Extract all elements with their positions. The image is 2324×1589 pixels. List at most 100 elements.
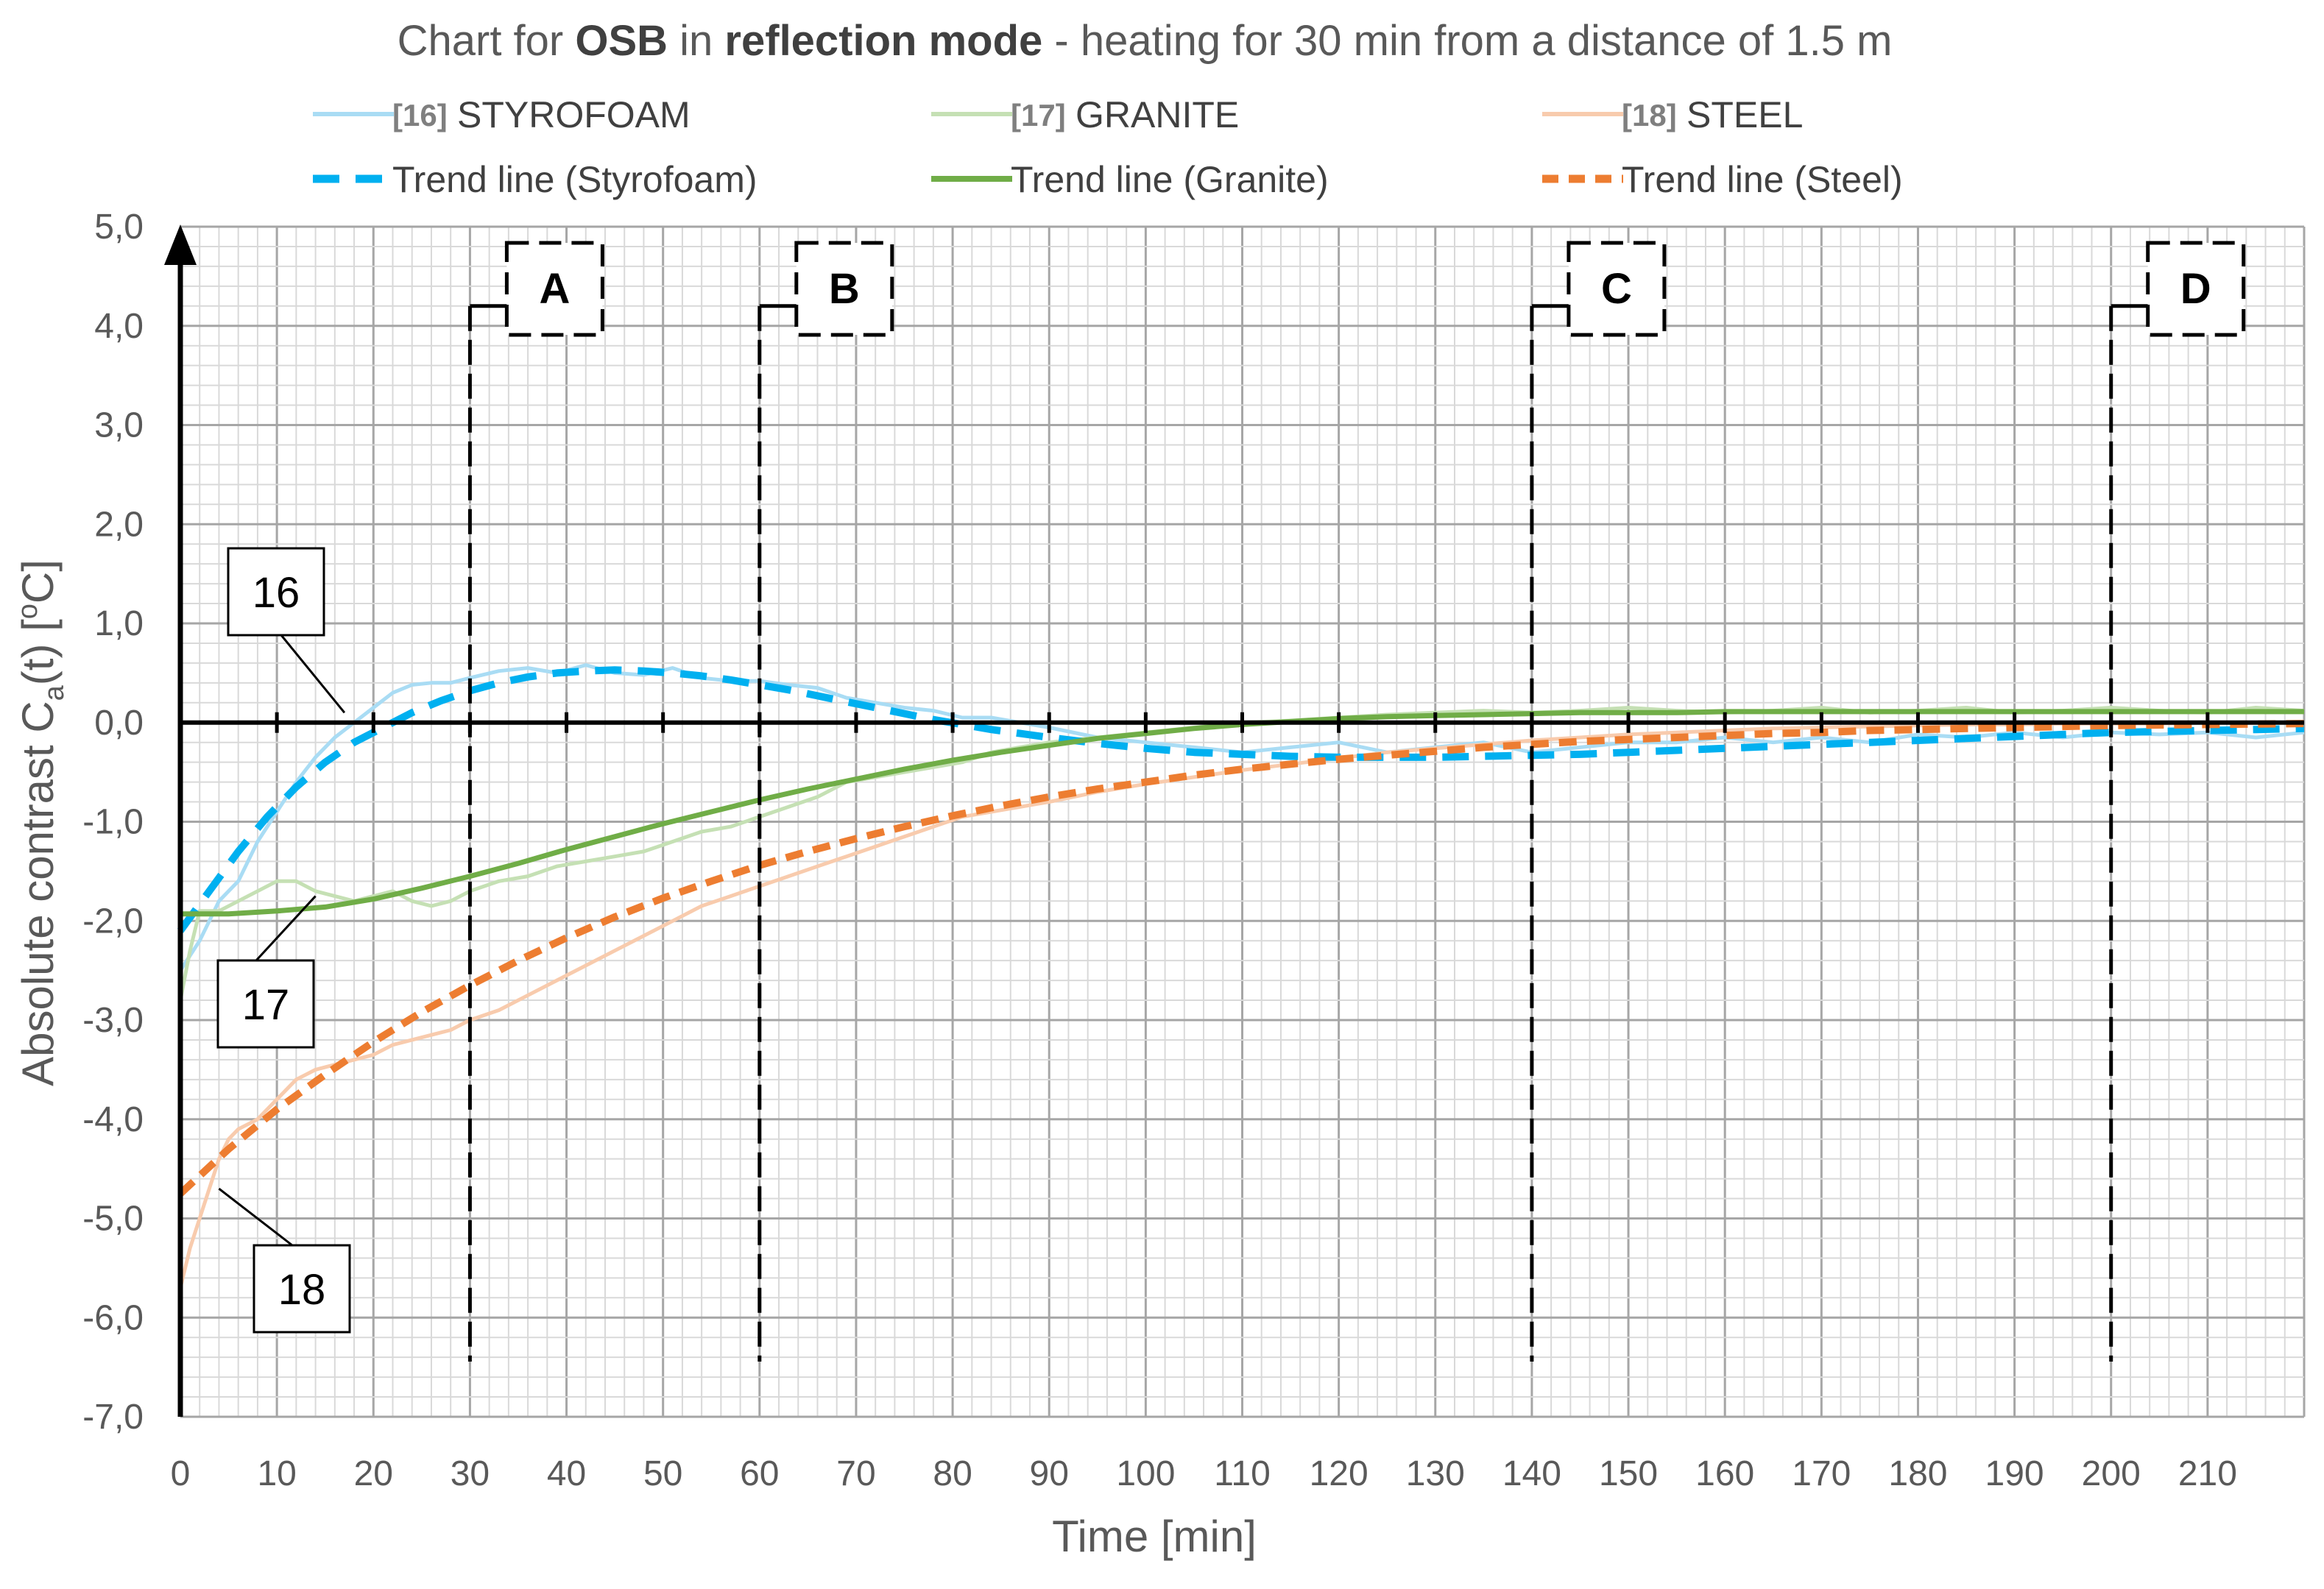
series-callout-16: 16 [227,547,346,714]
title-part: in [668,17,724,65]
y-tick-labels: 5,0 4,0 3,0 2,0 1,0 0,0 -1,0 -2,0 -3,0 -4,0 -5,0 -6… [82,208,144,1437]
series-callout-17: 17 [216,895,317,1049]
x-tick-label: 170 [1792,1454,1851,1493]
x-tick-label: 0 [171,1454,191,1493]
y-tick-label: -6,0 [82,1298,144,1337]
phase-marker-b: B [757,241,894,1362]
x-tick-label: 60 [740,1454,779,1493]
y-tick-label: -1,0 [82,803,144,842]
series-layer [177,663,2305,1289]
callout-label: 17 [242,981,290,1029]
y-axis-title: Absolute contrast Ca(t) [oC] [13,559,70,1086]
callout-box [227,547,325,637]
series-line-steel [177,720,2305,1197]
x-tick-label: 200 [2082,1454,2141,1493]
x-tick-label: 130 [1406,1454,1465,1493]
y-axis-title-rest: (t) [ [13,619,63,685]
x-tick-label: 180 [1888,1454,1947,1493]
series-line-granite [180,709,2304,917]
phase-box [1567,241,1667,337]
x-axis-title: Time [min] [1052,1512,1257,1561]
legend-item-steel-raw: [18] STEEL [1542,94,1803,135]
phase-marker-c: C [1530,241,1667,1362]
legend-item-granite: Trend line (Granite) [931,159,1329,200]
x-tick-label: 150 [1599,1454,1658,1493]
callout-leader [255,895,317,962]
x-tick-label: 40 [547,1454,586,1493]
x-tick-label: 50 [643,1454,682,1493]
legend-item-steel: Trend line (Steel) [1542,159,1903,200]
y-tick-label: 1,0 [94,604,144,643]
chart-title: Chart for OSB in reflection mode - heati… [398,17,1893,65]
legend-item-styrofoam: Trend line (Styrofoam) [313,159,757,200]
y-tick-label: 4,0 [94,307,144,346]
phase-label: B [829,265,860,313]
series-line-styrofoam [177,666,2305,933]
phase-box [794,241,894,337]
x-tick-label: 160 [1695,1454,1754,1493]
legend-item-styrofoam-raw: [16] STYROFOAM [313,94,691,135]
callout-label: 16 [252,569,300,617]
series-line-styrofoam-raw [178,663,2305,972]
y-tick-label: -3,0 [82,1001,144,1040]
phase-label: D [2180,265,2211,313]
title-part: - heating for 30 min from a distance of … [1042,17,1892,65]
x-tick-label: 70 [836,1454,875,1493]
title-part: reflection mode [724,17,1042,65]
title-part: Chart for [398,17,576,65]
phase-box [504,241,604,337]
phase-box [2146,241,2246,337]
callout-box [216,959,315,1049]
phase-label: C [1601,265,1632,313]
x-tick-label: 20 [354,1454,393,1493]
callout-box [252,1244,351,1334]
legend-ref: [16] [392,98,448,132]
x-tick-label: 190 [1985,1454,2044,1493]
y-tick-label: -4,0 [82,1100,144,1139]
x-tick-label: 30 [451,1454,490,1493]
y-axis-title-sub: a [39,684,70,701]
y-tick-label: 3,0 [94,406,144,445]
y-axis-arrow [164,224,197,265]
x-tick-label: 90 [1030,1454,1069,1493]
series-callout-18: 18 [218,1187,351,1334]
legend-label: STEEL [1687,94,1803,135]
legend: [16] STYROFOAM [17] GRANITE [18] STEEL Trend l… [313,94,1903,200]
legend-label: Trend line (Steel) [1622,159,1903,200]
y-axis-title-unit: C] [13,559,63,604]
x-tick-label: 140 [1502,1454,1561,1493]
legend-ref: [18] [1622,98,1677,132]
y-tick-label: -5,0 [82,1200,144,1239]
phase-marker-d: D [2109,241,2246,1362]
callout-leader [280,634,346,714]
phase-layer: A B C D [467,241,2246,1362]
x-tick-label: 210 [2178,1454,2237,1493]
x-tick-label: 110 [1214,1454,1271,1493]
legend-item-granite-raw: [17] GRANITE [931,94,1239,135]
legend-label: Trend line (Styrofoam) [392,159,757,200]
legend-ref: [17] [1011,98,1066,132]
callout-leader [218,1187,293,1247]
y-axis-title-unit-sup: o [13,604,43,619]
y-tick-label: 0,0 [94,704,144,743]
x-tick-label: 120 [1310,1454,1368,1493]
x-tick-label: 80 [933,1454,972,1493]
y-tick-label: 5,0 [94,208,144,247]
x-tick-label: 100 [1116,1454,1175,1493]
series-line-steel-raw [178,721,2304,1289]
phase-marker-a: A [467,241,604,1362]
legend-label: Trend line (Granite) [1011,159,1329,200]
y-tick-label: -7,0 [82,1398,144,1437]
callout-label: 18 [278,1266,326,1314]
legend-label: GRANITE [1076,94,1239,135]
y-tick-label: -2,0 [82,902,144,941]
phase-label: A [539,265,570,313]
grid [180,225,2306,1418]
annotation-layer: 16 17 18 [216,547,351,1334]
x-tick-labels: 0 10 20 30 40 50 60 70 80 90 100 110 120 130 140 150 160… [171,1454,2237,1493]
legend-label: STYROFOAM [457,94,691,135]
y-axis-title-main: Absolute contrast C [13,701,63,1086]
x-tick-label: 10 [257,1454,296,1493]
y-tick-label: 2,0 [94,505,144,544]
